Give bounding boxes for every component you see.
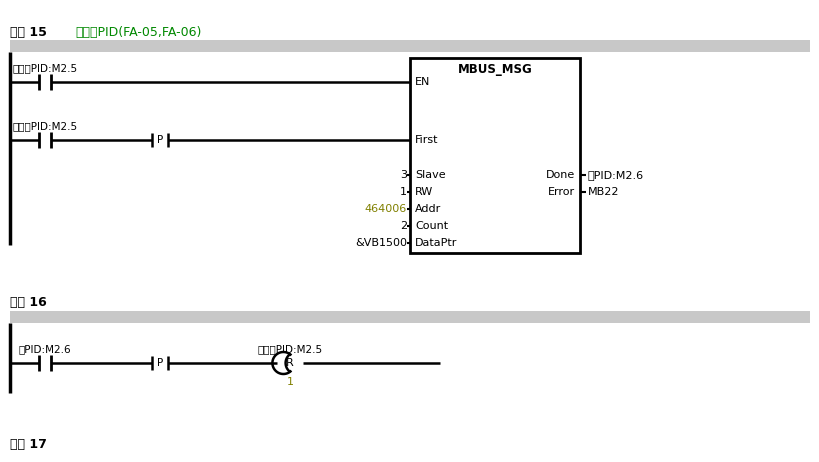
Bar [10,40,810,52]
Text: MB22: MB22 [588,187,619,197]
Text: First: First [415,135,438,145]
Text: P: P [157,358,163,368]
Text: RW: RW [415,187,433,197]
Text: P: P [157,135,163,145]
Text: 1: 1 [287,377,293,387]
Text: Addr: Addr [415,204,441,214]
Text: 464006: 464006 [364,204,407,214]
Text: 写PID:M2.6: 写PID:M2.6 [19,344,71,354]
Text: 3: 3 [400,170,407,180]
Text: 读当前PID:M2.5: 读当前PID:M2.5 [257,344,323,354]
Text: EN: EN [415,77,430,87]
Text: 1: 1 [400,187,407,197]
Text: Slave: Slave [415,170,446,180]
Text: Done: Done [545,170,575,180]
Text: MBUS_MSG: MBUS_MSG [458,62,532,75]
Text: DataPtr: DataPtr [415,238,457,248]
Bar [10,311,810,323]
Text: 2: 2 [400,221,407,231]
Text: Error: Error [548,187,575,197]
Text: 读当前PID:M2.5: 读当前PID:M2.5 [12,63,78,73]
Text: 读当前PID:M2.5: 读当前PID:M2.5 [12,121,78,131]
Text: 网络 15: 网络 15 [10,25,47,38]
Text: 写PID:M2.6: 写PID:M2.6 [588,170,644,180]
Text: R: R [286,358,294,368]
Text: 写当前PID(FA-05,FA-06): 写当前PID(FA-05,FA-06) [75,25,201,38]
Bar [410,58,580,253]
Text: 网络 17: 网络 17 [10,438,47,451]
Text: &VB1500: &VB1500 [355,238,407,248]
Text: Count: Count [415,221,448,231]
Text: 网络 16: 网络 16 [10,296,47,309]
